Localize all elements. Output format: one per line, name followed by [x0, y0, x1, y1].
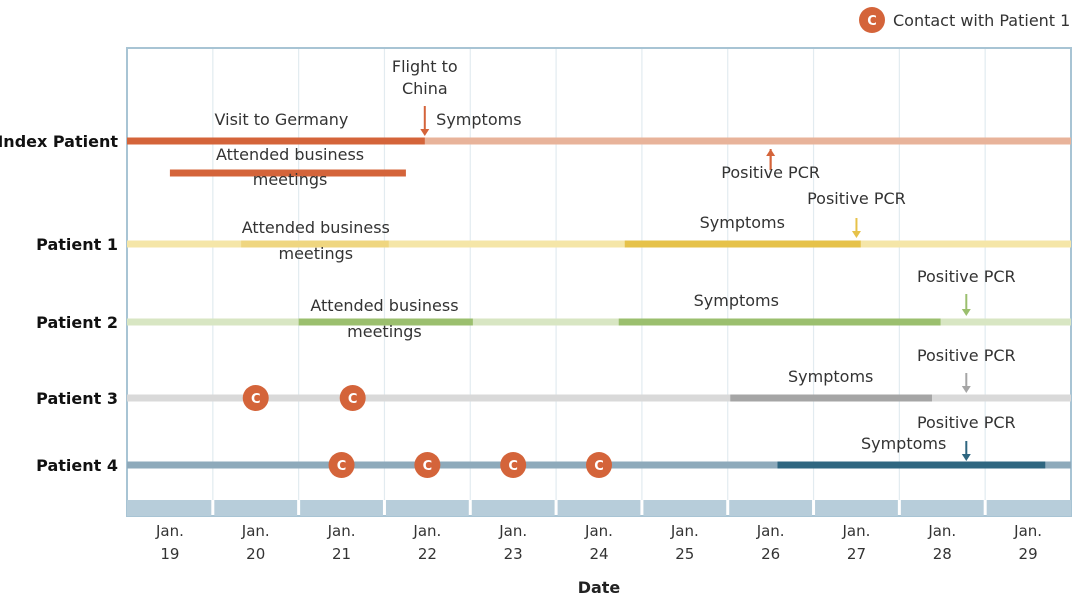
- tick-month: Jan.: [670, 522, 699, 540]
- annotation-label: Positive PCR: [917, 346, 1016, 365]
- row-patient-1: Patient 1 Attended business meetings Sympto…: [36, 189, 1071, 263]
- contact-marker-icon: [414, 452, 441, 478]
- tick-day: 25: [675, 545, 694, 563]
- legend-contact-icon: [859, 7, 885, 33]
- tick-month: Jan.: [498, 522, 527, 540]
- tick-day: 29: [1019, 545, 1038, 563]
- tick-month: Jan.: [412, 522, 441, 540]
- tick-day: 23: [504, 545, 523, 563]
- arrow-head-icon: [766, 149, 776, 156]
- annotation-label: Symptoms: [700, 213, 785, 232]
- annotation-label: Attended business: [310, 296, 458, 315]
- tick-month: Jan.: [155, 522, 184, 540]
- row-patient-4: Patient 4 Symptoms Positive PCR C C C C: [36, 413, 1071, 478]
- annotation-label: Positive PCR: [721, 163, 820, 182]
- contact-marker-icon: [586, 452, 612, 478]
- date-band-cell: [900, 500, 984, 516]
- annotation-label: Positive PCR: [917, 267, 1016, 286]
- annotation-label: China: [402, 79, 448, 98]
- tick-day: 28: [933, 545, 952, 563]
- contact-marker-symbol: C: [594, 459, 604, 474]
- tick-month: Jan.: [1013, 522, 1042, 540]
- date-axis-band: [127, 500, 1071, 516]
- annotation-label: Symptoms: [436, 110, 521, 129]
- row-label: Patient 3: [36, 389, 118, 408]
- arrow-head-icon: [961, 454, 971, 461]
- row-label: Patient 4: [36, 456, 118, 475]
- row-index-patient: Index Patient Visit to Germany Symptoms Fli…: [0, 57, 1071, 189]
- contact-marker-symbol: C: [423, 459, 433, 474]
- date-band-cell: [127, 500, 212, 516]
- tick-day: 27: [847, 545, 866, 563]
- arrow-head-icon: [420, 129, 430, 136]
- row-patient-2: Patient 2 Attended business meetings Sympto…: [36, 267, 1071, 341]
- tick-month: Jan.: [842, 522, 871, 540]
- tick-month: Jan.: [241, 522, 270, 540]
- tick-month: Jan.: [756, 522, 785, 540]
- tick-day: 21: [332, 545, 351, 563]
- date-band-cell: [385, 500, 469, 516]
- date-band-cell: [815, 500, 898, 516]
- annotation-label: Flight to: [392, 57, 458, 76]
- contact-marker-symbol: C: [251, 392, 261, 407]
- patient-rows: Index Patient Visit to Germany Symptoms Fli…: [0, 57, 1071, 478]
- date-band-cell: [729, 500, 813, 516]
- tick-month: Jan.: [584, 522, 613, 540]
- tick-day: 19: [160, 545, 179, 563]
- arrow-head-icon: [961, 309, 971, 316]
- date-band-cell: [643, 500, 727, 516]
- tick-day: 26: [761, 545, 780, 563]
- annotation-label: Attended business: [242, 218, 390, 237]
- tick-day: 22: [418, 545, 437, 563]
- arrow-head-icon: [851, 231, 861, 238]
- row-label: Patient 1: [36, 235, 118, 254]
- contact-marker-symbol: C: [508, 459, 518, 474]
- x-axis-title: Date: [578, 578, 621, 597]
- annotation-label: meetings: [347, 322, 422, 341]
- arrow-head-icon: [961, 386, 971, 393]
- legend-contact-symbol: C: [867, 14, 877, 29]
- annotation-label: meetings: [253, 170, 328, 189]
- annotation-label: Symptoms: [861, 434, 946, 453]
- date-band-cell: [300, 500, 383, 516]
- date-band-cell: [471, 500, 555, 516]
- legend-contact-label: Contact with Patient 1: [893, 11, 1070, 30]
- date-axis-ticks: Jan. 19 Jan. 20 Jan. 21 Jan. 22 Jan. 23 Jan. 24 Jan.…: [155, 522, 1042, 563]
- annotation-label: Visit to Germany: [215, 110, 349, 129]
- tick-month: Jan.: [327, 522, 356, 540]
- row-label: Patient 2: [36, 313, 118, 332]
- row-patient-3: Patient 3 Symptoms Positive PCR C C: [36, 346, 1071, 411]
- contact-marker-icon: [339, 385, 366, 411]
- annotation-label: Symptoms: [788, 367, 873, 386]
- row-label: Index Patient: [0, 132, 118, 151]
- tick-day: 24: [589, 545, 608, 563]
- date-band-cell: [557, 500, 641, 516]
- annotation-label: Positive PCR: [807, 189, 906, 208]
- annotation-label: Symptoms: [694, 291, 779, 310]
- contact-marker-symbol: C: [337, 459, 347, 474]
- annotation-label: Attended business: [216, 145, 364, 164]
- contact-marker-symbol: C: [348, 392, 358, 407]
- tick-day: 20: [246, 545, 265, 563]
- legend: C Contact with Patient 1: [859, 7, 1070, 33]
- tick-month: Jan.: [927, 522, 956, 540]
- date-band-cell: [986, 500, 1071, 516]
- contact-marker-icon: [328, 452, 355, 478]
- annotation-label: Positive PCR: [917, 413, 1016, 432]
- annotation-label: meetings: [278, 244, 353, 263]
- contact-marker-icon: [500, 452, 527, 478]
- date-band-cell: [214, 500, 298, 516]
- day-gridlines: [212, 49, 986, 500]
- contact-marker-icon: [242, 385, 269, 411]
